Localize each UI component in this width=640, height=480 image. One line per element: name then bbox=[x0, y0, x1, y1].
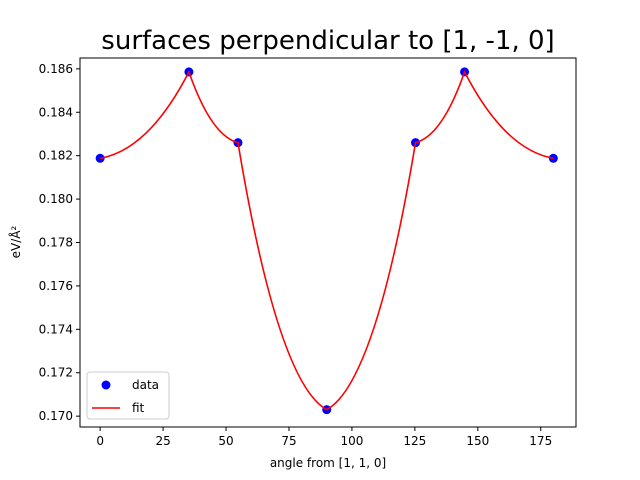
x-tick-label: 0 bbox=[96, 434, 104, 448]
y-tick-label: 0.180 bbox=[39, 192, 73, 206]
y-tick-label: 0.178 bbox=[39, 236, 73, 250]
x-tick-label: 25 bbox=[155, 434, 170, 448]
y-tick-label: 0.170 bbox=[39, 409, 73, 423]
x-tick-label: 150 bbox=[466, 434, 489, 448]
y-tick-label: 0.184 bbox=[39, 105, 73, 119]
legend-data-marker bbox=[101, 380, 111, 390]
legend: data fit bbox=[86, 371, 170, 420]
y-tick-label: 0.182 bbox=[39, 149, 73, 163]
x-tick-label: 100 bbox=[340, 434, 363, 448]
fit-line bbox=[100, 69, 554, 411]
x-tick-label: 125 bbox=[403, 434, 426, 448]
x-axis: 0 25 50 75 100 125 150 175 bbox=[96, 427, 552, 448]
y-tick-label: 0.176 bbox=[39, 279, 73, 293]
legend-data-label: data bbox=[132, 378, 159, 392]
y-tick-label: 0.172 bbox=[39, 366, 73, 380]
x-axis-label: angle from [1, 1, 0] bbox=[270, 456, 386, 470]
chart-title: surfaces perpendicular to [1, -1, 0] bbox=[101, 26, 554, 56]
x-tick-label: 50 bbox=[218, 434, 233, 448]
y-tick-label: 0.174 bbox=[39, 322, 73, 336]
series-layer bbox=[95, 67, 558, 415]
y-axis-label: eV/Å² bbox=[8, 225, 23, 258]
y-axis: 0.170 0.172 0.174 0.176 0.178 0.180 0.182 0.184… bbox=[39, 62, 80, 423]
x-tick-label: 175 bbox=[529, 434, 552, 448]
legend-fit-label: fit bbox=[132, 401, 145, 415]
x-tick-label: 75 bbox=[281, 434, 296, 448]
y-tick-label: 0.186 bbox=[39, 62, 73, 76]
